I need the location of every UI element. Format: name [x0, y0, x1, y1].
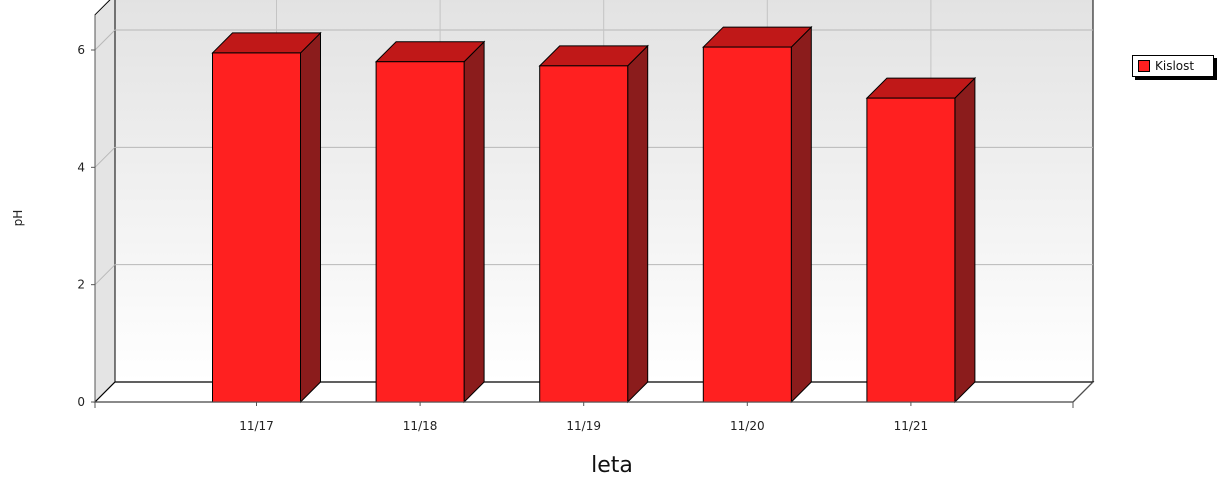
x-tick-label: 11/20 — [730, 419, 765, 433]
y-tick-label: 4 — [77, 160, 85, 174]
bar-side — [790, 25, 812, 404]
y-tick-label: 0 — [77, 395, 85, 409]
axes — [91, 14, 1094, 408]
bar-front — [212, 52, 301, 403]
x-axis-title: leta — [591, 453, 633, 478]
legend-label: Kislost — [1155, 59, 1195, 73]
bar — [374, 40, 486, 404]
x-tick-label: 11/19 — [566, 419, 601, 433]
bar-side — [627, 44, 649, 404]
grid-line-h-side — [94, 29, 116, 51]
bar-side — [463, 40, 485, 404]
x-tick-label: 11/21 — [894, 419, 929, 433]
x-axis-end — [1072, 381, 1094, 403]
bars — [211, 25, 977, 404]
bar-side — [300, 31, 321, 404]
x-tick-label: 11/18 — [403, 419, 438, 433]
legend-swatch — [1138, 60, 1150, 72]
bar-front — [866, 97, 956, 403]
left-wall — [94, 0, 116, 404]
bar — [538, 44, 649, 404]
tick-labels: 0 2 4 6 11/17 11/18 11/19 11/20 11/21 — [77, 43, 928, 433]
bar-front — [375, 61, 465, 403]
x-tick-label: 11/17 — [239, 419, 274, 433]
bar-front — [539, 65, 629, 403]
legend: Kislost — [1132, 55, 1214, 77]
bar-front — [702, 46, 792, 403]
bar — [702, 25, 813, 404]
grid-line-h-side — [94, 264, 116, 286]
bar — [865, 76, 977, 404]
y-tick-label: 6 — [77, 43, 85, 57]
y-tick-label: 2 — [77, 278, 85, 292]
bar — [211, 31, 322, 404]
bar-side — [954, 76, 976, 404]
grid-line-h-side — [94, 146, 116, 168]
y-axis-title: pH — [11, 210, 25, 227]
